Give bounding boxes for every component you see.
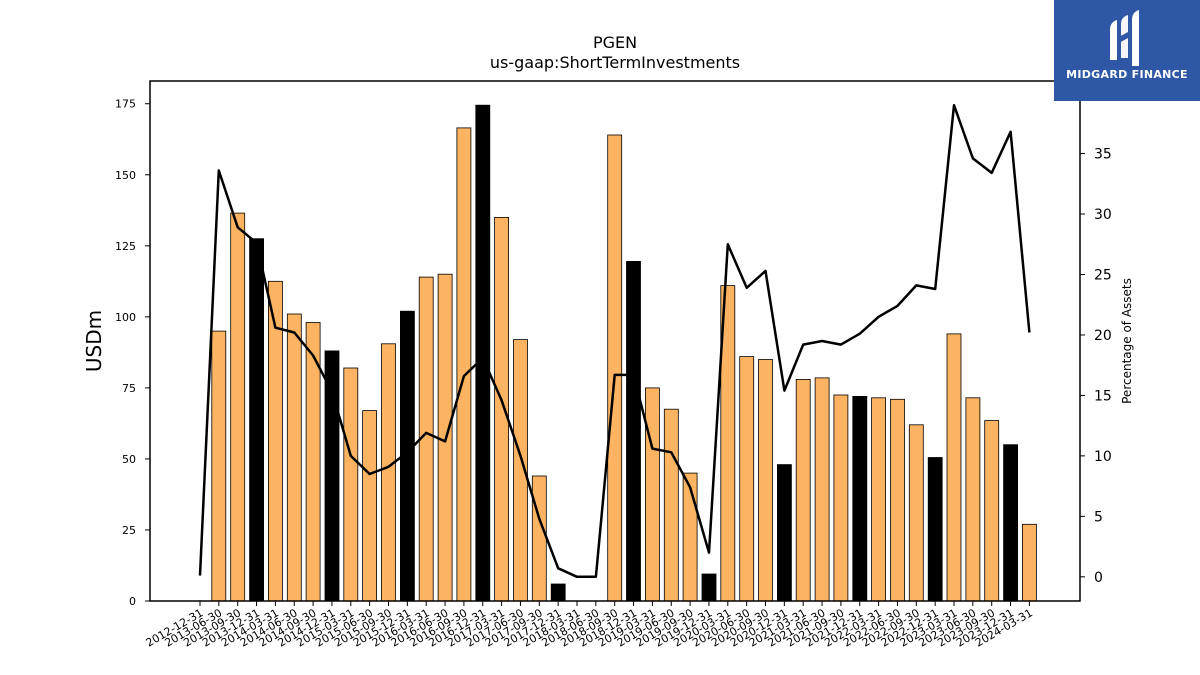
y2-tick-label: 0 [1094, 570, 1103, 586]
bar [965, 397, 981, 602]
brand-name: MIDGARD FINANCE [1066, 68, 1188, 81]
y2-tick-label: 15 [1094, 388, 1112, 404]
bar [701, 573, 717, 602]
bar [324, 350, 340, 602]
logo-mark-icon [1110, 10, 1139, 66]
bar [456, 127, 472, 602]
bar [343, 367, 359, 602]
bar [739, 356, 755, 602]
bar [626, 260, 641, 602]
y2-tick-label: 35 [1094, 147, 1112, 163]
bar [211, 330, 227, 602]
series-line-percentage [198, 103, 1031, 579]
y-axis-label: USDm [82, 310, 106, 372]
bar [908, 424, 924, 602]
bar [890, 398, 905, 602]
y-tick-label: 150 [115, 169, 136, 182]
y2-axis-label: Percentage of Assets [1120, 278, 1134, 404]
y-tick-label: 0 [129, 595, 136, 608]
bar [550, 583, 566, 602]
bar [871, 397, 886, 602]
bar [475, 104, 491, 602]
y-tick-label: 175 [115, 98, 136, 111]
bar [1022, 523, 1037, 602]
bar [645, 387, 660, 602]
x-axis: 2012-12-312013-06-302013-09-302013-12-31… [144, 601, 1035, 650]
bar [927, 457, 943, 602]
chart-subtitle: us-gaap:ShortTermInvestments [490, 53, 740, 72]
y-axis-left: 0 25 50 75 100 125 150 175 [115, 98, 150, 608]
bar [852, 395, 868, 602]
y2-tick-label: 10 [1094, 449, 1112, 465]
bar [230, 212, 246, 602]
bar [663, 408, 679, 602]
bar [494, 216, 510, 602]
brand-logo: MIDGARD FINANCE [1054, 0, 1200, 101]
chart-title: PGEN [593, 33, 637, 52]
y-axis-right: 0 5 10 15 20 25 30 35 [1080, 147, 1112, 586]
bar [607, 134, 623, 602]
y-tick-label: 75 [122, 382, 136, 395]
bar [946, 333, 962, 602]
bar [1003, 444, 1018, 602]
y-tick-label: 100 [115, 311, 136, 324]
bar [286, 313, 302, 602]
y-tick-label: 125 [115, 240, 136, 253]
bar [531, 475, 547, 602]
bar [984, 420, 1000, 602]
bar [814, 377, 830, 602]
y-tick-label: 50 [122, 453, 136, 466]
bar [362, 410, 378, 602]
bar [682, 472, 698, 602]
bar [777, 464, 792, 602]
y2-tick-label: 25 [1094, 267, 1112, 283]
bar [795, 378, 811, 602]
bar [758, 359, 773, 602]
bars-layer [211, 104, 1037, 602]
y2-tick-label: 20 [1094, 328, 1112, 344]
line-layer [198, 103, 1031, 579]
y2-tick-label: 5 [1094, 509, 1103, 525]
bar [833, 394, 849, 602]
y2-tick-label: 30 [1094, 207, 1112, 223]
y-tick-label: 25 [122, 524, 136, 537]
bar [381, 343, 396, 602]
bar [249, 238, 265, 602]
